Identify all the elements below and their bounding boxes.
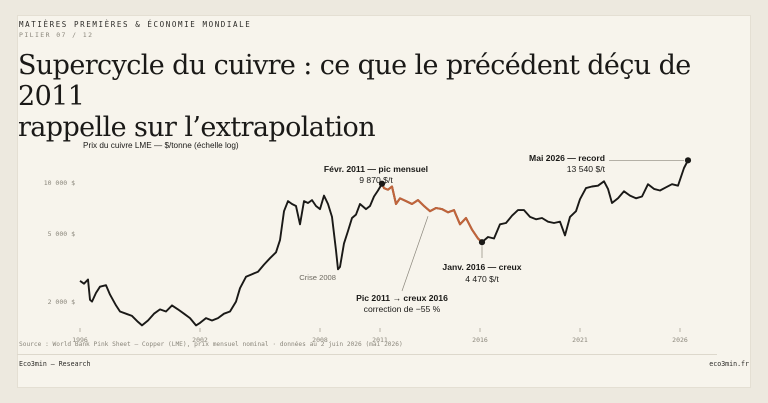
record-marker bbox=[684, 157, 692, 164]
decline-annotation-title: Pic 2011 → creux 2016 bbox=[356, 293, 448, 303]
trough-marker bbox=[478, 239, 486, 246]
record-annotation-value: 13 540 $/t bbox=[567, 164, 606, 174]
site-link[interactable]: eco3min.fr bbox=[709, 360, 749, 368]
y-tick-label: 2 000 $ bbox=[48, 298, 75, 306]
decline-connector bbox=[401, 216, 429, 292]
trough-annotation-title: Janv. 2016 — creux bbox=[442, 262, 521, 272]
trough-annotation-value: 4 470 $/t bbox=[465, 274, 499, 284]
y-tick-label: 10 000 $ bbox=[44, 179, 75, 187]
x-tick-label: 2008 bbox=[312, 336, 328, 344]
x-tick-label: 2002 bbox=[192, 336, 208, 344]
title-line-2: rappelle sur l’extrapolation bbox=[18, 112, 376, 143]
x-tick-label: 2011 bbox=[372, 336, 388, 344]
peak-annotation-value: 9 870 $/t bbox=[359, 175, 393, 185]
x-tick-label: 1996 bbox=[72, 336, 88, 344]
y-axis-title: Prix du cuivre LME — $/tonne (échelle lo… bbox=[83, 141, 239, 150]
peak-marker bbox=[378, 180, 386, 187]
title-line-1: Supercycle du cuivre : ce que le précéde… bbox=[18, 50, 691, 112]
brand-label: Eco3min — Research bbox=[19, 360, 91, 368]
x-tick-label: 2026 bbox=[672, 336, 688, 344]
pillar-label: PILIER 07 / 12 bbox=[19, 31, 94, 39]
x-tick-label: 2021 bbox=[572, 336, 588, 344]
peak-annotation-title: Févr. 2011 — pic mensuel bbox=[324, 164, 428, 174]
y-tick-label: 5 000 $ bbox=[48, 230, 75, 238]
source-note: Source : World Bank Pink Sheet — Copper … bbox=[19, 341, 403, 348]
x-tick-label: 2016 bbox=[472, 336, 488, 344]
section-kicker: MATIÈRES PREMIÈRES & ÉCONOMIE MONDIALE bbox=[19, 20, 252, 29]
price-line bbox=[79, 159, 689, 327]
decline-annotation-value: correction de −55 % bbox=[364, 304, 441, 314]
footer-divider bbox=[17, 354, 717, 355]
page-title: Supercycle du cuivre : ce que le précéde… bbox=[18, 50, 718, 143]
crisis-annotation-label: Crise 2008 bbox=[299, 273, 336, 282]
decline-highlight-line bbox=[381, 183, 483, 243]
chart-card bbox=[17, 15, 751, 388]
record-annotation-title: Mai 2026 — record bbox=[529, 153, 605, 163]
